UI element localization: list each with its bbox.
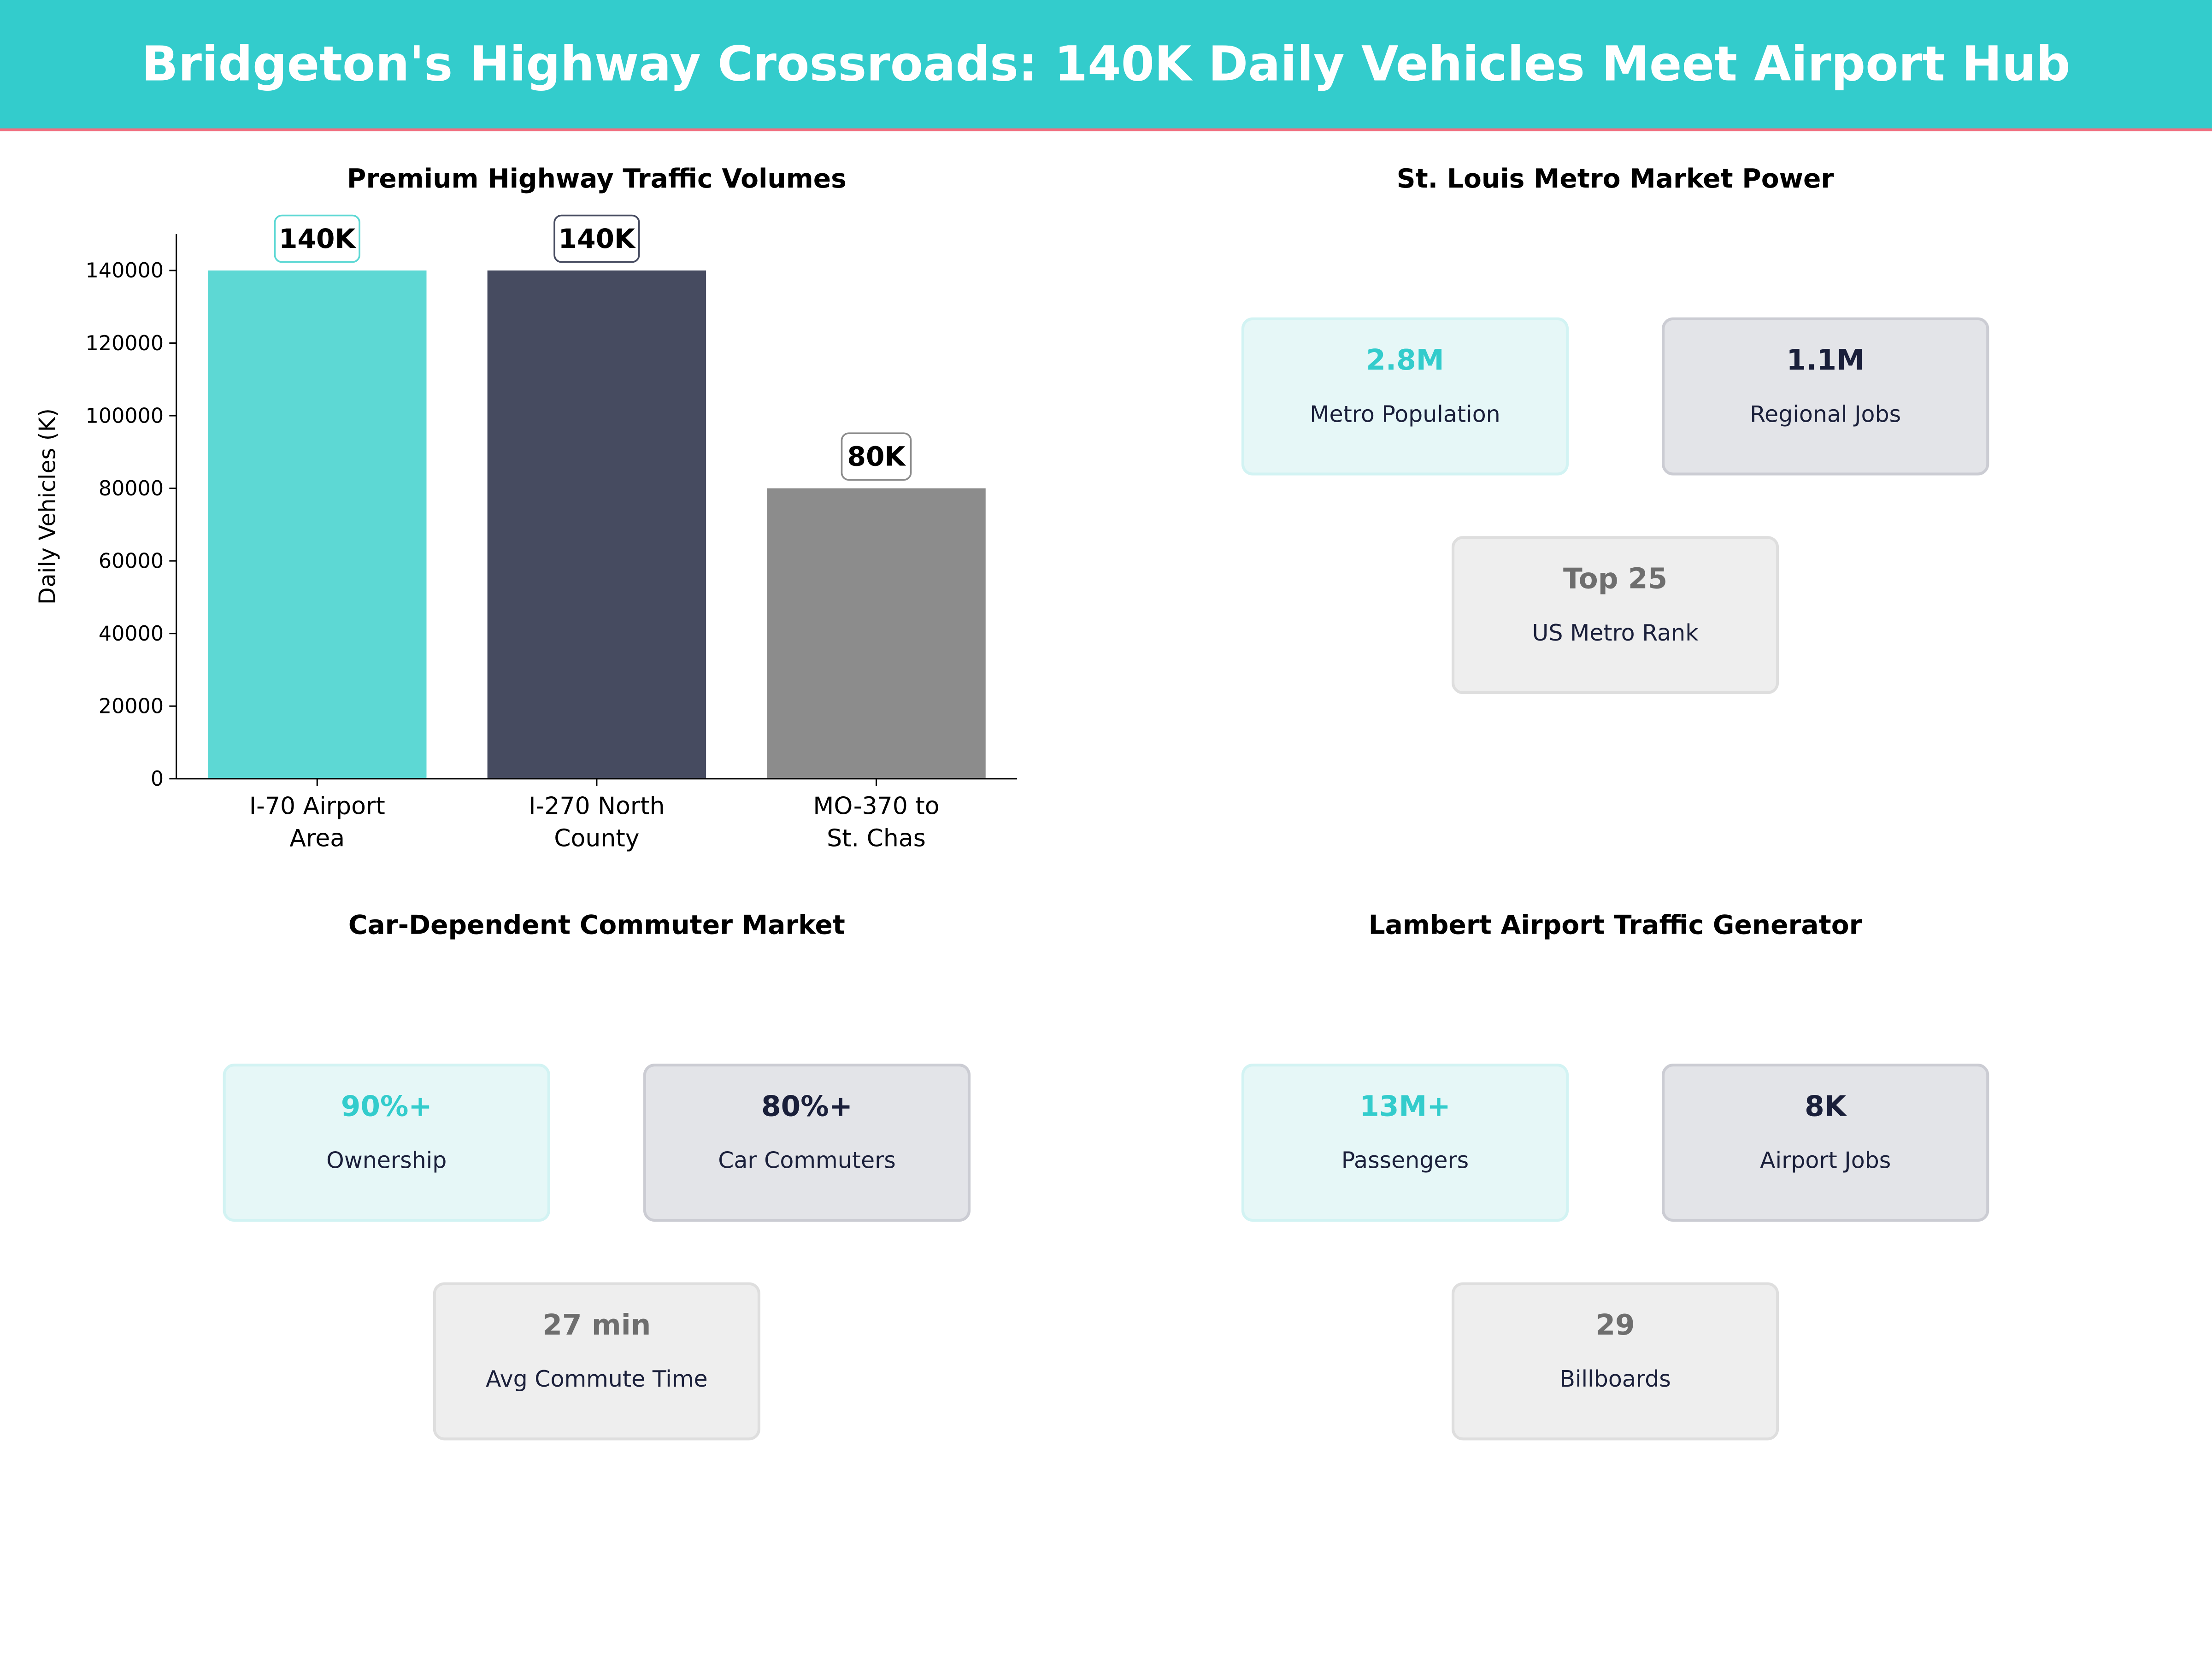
x-tick-label: I-70 Airport <box>249 792 385 820</box>
x-tick-label: MO-370 to <box>813 792 939 820</box>
y-tick-label: 60000 <box>99 549 164 573</box>
stat-card: 90%+ Ownership <box>223 1064 550 1222</box>
stat-label: Ownership <box>326 1147 447 1174</box>
stat-label: Avg Commute Time <box>486 1365 708 1393</box>
stat-card: 80%+ Car Commuters <box>643 1064 971 1222</box>
stat-card: 8K Airport Jobs <box>1662 1064 1989 1222</box>
stat-label: Airport Jobs <box>1760 1147 1891 1174</box>
chart-title: Premium Highway Traffic Volumes <box>347 165 847 195</box>
header-banner: Bridgeton's Highway Crossroads: 140K Dai… <box>0 0 2212 131</box>
stat-value: Top 25 <box>1563 561 1668 595</box>
stat-label: Regional Jobs <box>1750 400 1901 428</box>
stat-value: 1.1M <box>1786 342 1865 377</box>
page-title: Bridgeton's Highway Crossroads: 140K Dai… <box>141 36 2071 93</box>
bar <box>767 488 986 779</box>
stat-card: 13M+ Passengers <box>1241 1064 1569 1222</box>
stat-value: 29 <box>1595 1307 1635 1342</box>
stat-card: 27 min Avg Commute Time <box>433 1282 760 1441</box>
data-label: 140K <box>559 223 636 254</box>
stat-label: Passengers <box>1341 1147 1469 1174</box>
stat-value: 90%+ <box>341 1089 432 1123</box>
bar <box>208 270 427 779</box>
y-tick-label: 120000 <box>86 332 164 355</box>
stat-card: 29 Billboards <box>1451 1282 1779 1441</box>
stat-card: Top 25 US Metro Rank <box>1451 536 1779 694</box>
data-label-box <box>841 432 912 481</box>
bar <box>487 270 706 779</box>
panel-title-commuter: Car-Dependent Commuter Market <box>348 911 845 941</box>
y-tick-label: 40000 <box>99 622 164 646</box>
y-tick-label: 20000 <box>99 695 164 718</box>
panel-title-airport: Lambert Airport Traffic Generator <box>1368 911 1862 941</box>
stat-label: US Metro Rank <box>1532 619 1699 647</box>
data-label-box <box>553 214 640 263</box>
y-tick-label: 100000 <box>86 404 164 428</box>
y-tick-label: 80000 <box>99 477 164 500</box>
stat-value: 13M+ <box>1359 1089 1451 1123</box>
stat-value: 2.8M <box>1366 342 1444 377</box>
x-tick-label: St. Chas <box>827 825 926 853</box>
x-tick-label: I-270 North <box>529 792 665 820</box>
stat-label: Car Commuters <box>718 1147 896 1174</box>
stat-value: 27 min <box>542 1307 651 1342</box>
data-label: 140K <box>279 223 356 254</box>
panel-title-metro: St. Louis Metro Market Power <box>1396 165 1834 195</box>
stat-label: Metro Population <box>1310 400 1500 428</box>
stat-label: Billboards <box>1559 1365 1671 1393</box>
traffic-bar-chart: 140K I-70 Airport Area 140K I-270 North Count… <box>34 214 1018 853</box>
y-tick-label: 0 <box>151 767 164 791</box>
stat-card: 2.8M Metro Population <box>1241 317 1569 476</box>
data-label-box <box>274 214 360 263</box>
data-label: 80K <box>847 441 906 472</box>
stat-card: 1.1M Regional Jobs <box>1662 317 1989 476</box>
y-axis-label: Daily Vehicles (K) <box>34 408 60 605</box>
x-tick-label: County <box>554 825 639 853</box>
stat-value: 80%+ <box>761 1089 853 1123</box>
x-tick-label: Area <box>289 825 345 853</box>
stat-value: 8K <box>1805 1089 1847 1123</box>
y-tick-label: 140000 <box>86 259 164 282</box>
